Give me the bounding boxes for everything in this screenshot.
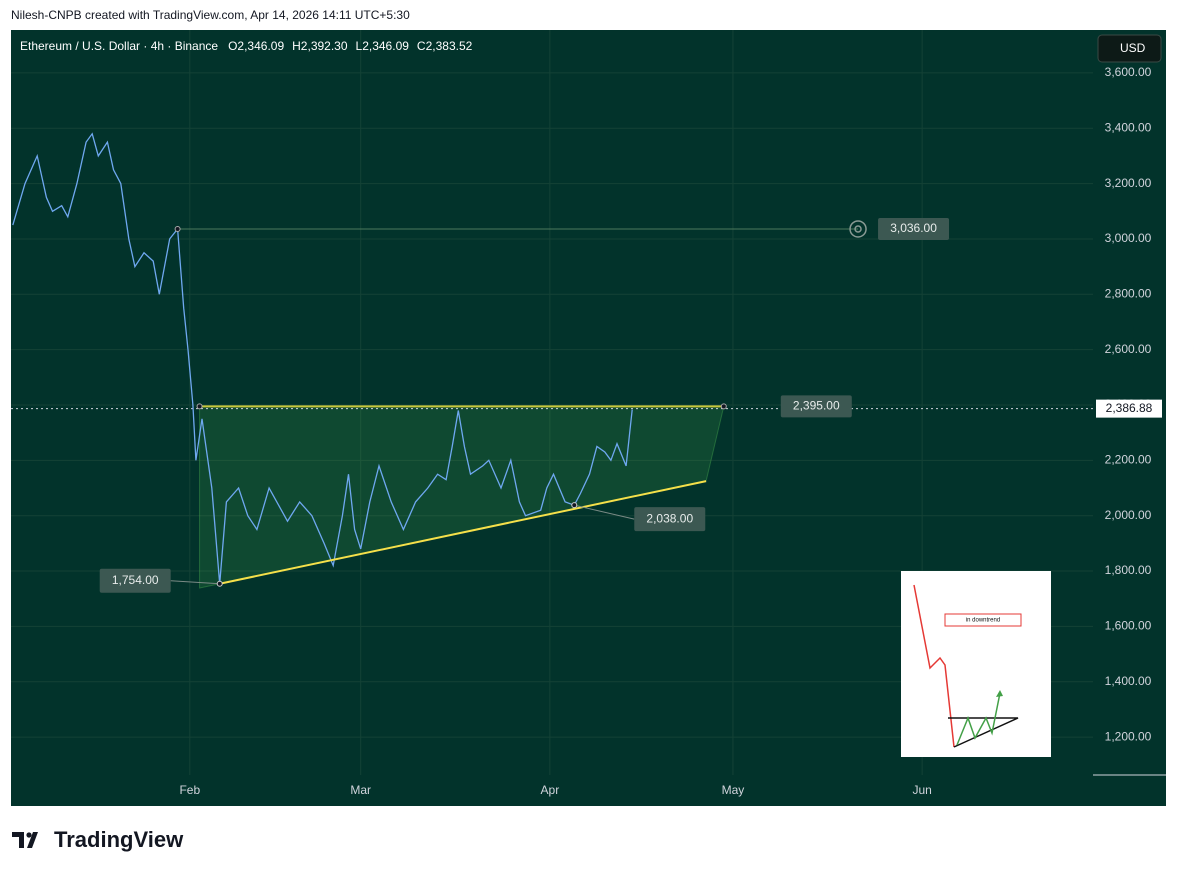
x-tick-label: Jun: [912, 783, 931, 797]
y-tick-label: 1,800.00: [1105, 563, 1152, 577]
y-tick-label: 2,800.00: [1105, 286, 1152, 300]
level-anchor: [720, 403, 727, 410]
level-target: [854, 225, 862, 233]
x-tick-label: Feb: [179, 783, 200, 797]
y-tick-label: 1,400.00: [1105, 674, 1152, 688]
y-tick-label: 2,200.00: [1105, 453, 1152, 467]
inset-downtrend: [913, 584, 955, 748]
x-tick-label: Mar: [350, 783, 371, 797]
brand: TradingView: [54, 827, 184, 852]
inset-label-box: [944, 613, 1022, 627]
currency[interactable]: USD: [1120, 41, 1146, 55]
grid: 1,200.00 1,400.00 1,600.00 1,800.00 2,000.00…: [11, 30, 1152, 797]
inset: in downtrend: [901, 571, 1051, 757]
x-tick-label: Apr: [541, 783, 560, 797]
y-tick-label: 2,000.00: [1105, 508, 1152, 522]
price-line: [12, 132, 633, 584]
y-tick-label: 3,600.00: [1105, 65, 1152, 79]
level-anchor: [174, 225, 181, 232]
point-marker: [571, 502, 578, 509]
level-label: 2,395.00: [793, 399, 840, 413]
inset-arrow: [996, 690, 1003, 697]
currency-button[interactable]: [1097, 34, 1162, 63]
y-tick-label: 1,600.00: [1105, 619, 1152, 633]
trendline: [219, 480, 707, 585]
ohlc: O2,346.09 H2,392.30 L2,346.09 C2,383.52: [228, 39, 473, 53]
inset-image: [901, 571, 1051, 757]
plot: 2,386.88 3,036.00 2,395.00 1,754.00 2,038.00: [11, 132, 1162, 593]
x-tick-label: May: [722, 783, 745, 797]
ohlc-value: L2,346.09: [356, 39, 410, 53]
y-tick-label: 2,600.00: [1105, 342, 1152, 356]
logo: TradingView: [12, 827, 184, 852]
point-label-box: [634, 507, 706, 532]
chart-title: Ethereum / U.S. Dollar · 4h · Binance: [20, 39, 218, 53]
inset-label: in downtrend: [966, 618, 1000, 624]
y-tick-label: 1,200.00: [1105, 729, 1152, 743]
y-tick-label: 3,400.00: [1105, 120, 1152, 134]
point-label: 1,754.00: [112, 573, 159, 587]
point-connector: [574, 504, 635, 520]
level-label: 3,036.00: [890, 221, 937, 235]
point-marker: [216, 580, 223, 587]
ohlc-value: O2,346.09: [228, 39, 284, 53]
point-label: 2,038.00: [646, 511, 693, 525]
last-price-label: 2,386.88: [1106, 401, 1153, 415]
last-price-tag: [1096, 399, 1162, 418]
level-label-box: [878, 217, 950, 240]
attribution: Nilesh-CNPB created with TradingView.com…: [11, 8, 410, 22]
y-tick-label: 3,200.00: [1105, 176, 1152, 190]
logo-dot: [26, 832, 32, 838]
point-label-box: [99, 568, 171, 593]
level-anchor: [196, 403, 203, 410]
y-tick-label: 3,000.00: [1105, 231, 1152, 245]
ohlc-value: C2,383.52: [417, 39, 473, 53]
inset-breakout: [956, 692, 1001, 746]
level-label-box: [780, 395, 852, 418]
level-target: [849, 220, 867, 238]
ohlc-value: H2,392.30: [292, 39, 348, 53]
point-connector: [170, 580, 220, 585]
logo-mark: [12, 832, 38, 848]
